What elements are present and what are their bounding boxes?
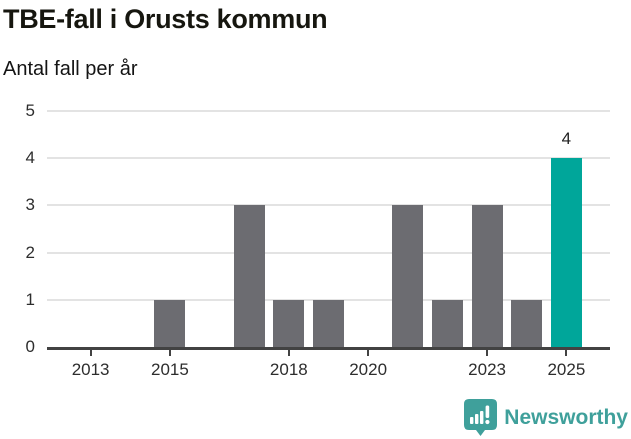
gridline (47, 204, 610, 207)
bar-2022 (431, 299, 463, 347)
x-tick-2025 (565, 350, 568, 356)
gridline (47, 298, 610, 301)
plot-area: 0 1 2 3 4 5 2013 2015 2018 2020 2023 2025 4 (26, 101, 610, 379)
brand-footer: Newsworthy (464, 399, 628, 436)
bar-2025 (550, 158, 582, 347)
logo-bar-chart-glyph (470, 405, 490, 425)
x-tick-label-2025: 2025 (547, 360, 586, 379)
x-tick-label-2015: 2015 (150, 360, 189, 379)
bar-2018 (273, 299, 305, 347)
bar-2017 (233, 205, 265, 347)
bar-2024 (511, 299, 543, 347)
y-tick-label: 0 (25, 337, 35, 356)
y-tick-label: 3 (25, 195, 35, 215)
y-tick-label: 2 (25, 242, 35, 262)
chart-subtitle: Antal fall per år (3, 58, 138, 80)
bar-2023 (471, 205, 503, 347)
brand-name[interactable]: Newsworthy (504, 405, 628, 429)
y-tick-label: 5 (25, 101, 35, 120)
bar-2015 (154, 299, 186, 347)
x-tick-2023 (486, 350, 489, 356)
x-tick-label-2023: 2023 (468, 360, 506, 379)
y-tick-label: 1 (25, 289, 35, 309)
x-tick-2018 (287, 350, 290, 356)
x-tick-2013 (89, 350, 92, 356)
y-tick-label: 4 (25, 148, 35, 168)
gridline (47, 110, 610, 112)
chart-title: TBE-fall i Orusts kommun (3, 4, 328, 34)
gridline (47, 251, 610, 254)
x-tick-label-2013: 2013 (71, 360, 110, 379)
bar-2019 (313, 299, 344, 347)
gridline (47, 157, 610, 160)
bar-value-label: 4 (561, 129, 572, 149)
x-tick-label-2018: 2018 (269, 360, 308, 379)
x-tick-2015 (168, 350, 171, 356)
x-tick-2020 (367, 350, 370, 356)
x-tick-label-2020: 2020 (349, 360, 388, 379)
newsworthy-logo-icon[interactable] (464, 399, 498, 436)
bar-2021 (392, 205, 424, 347)
